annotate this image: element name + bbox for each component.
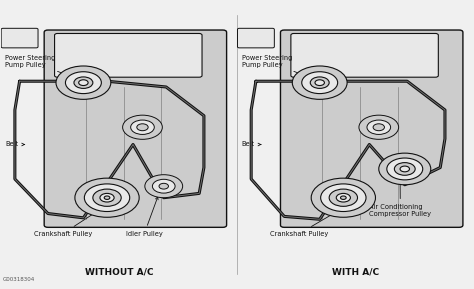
FancyBboxPatch shape	[291, 34, 438, 77]
Circle shape	[336, 193, 350, 202]
Circle shape	[123, 115, 162, 139]
Circle shape	[104, 196, 110, 199]
Circle shape	[311, 178, 375, 217]
Circle shape	[379, 153, 431, 185]
Circle shape	[340, 196, 346, 199]
Circle shape	[84, 184, 130, 212]
Circle shape	[302, 72, 337, 94]
Circle shape	[65, 72, 101, 94]
Text: Belt: Belt	[5, 142, 25, 147]
Circle shape	[367, 120, 391, 134]
FancyBboxPatch shape	[44, 30, 227, 227]
Circle shape	[359, 115, 399, 139]
Circle shape	[153, 179, 175, 193]
Text: Power Steering
Pump Pulley: Power Steering Pump Pulley	[242, 55, 316, 80]
Text: Crankshaft Pulley: Crankshaft Pulley	[270, 210, 340, 237]
Circle shape	[394, 163, 415, 175]
Circle shape	[292, 66, 347, 99]
Circle shape	[145, 175, 182, 198]
FancyBboxPatch shape	[237, 28, 274, 48]
Text: Power Steering
Pump Pulley: Power Steering Pump Pulley	[5, 55, 80, 80]
Circle shape	[310, 77, 329, 88]
Circle shape	[159, 183, 168, 189]
Text: G00318304: G00318304	[3, 277, 35, 282]
Circle shape	[93, 189, 121, 206]
Circle shape	[79, 80, 88, 86]
Circle shape	[131, 120, 155, 134]
Circle shape	[74, 77, 93, 88]
Circle shape	[320, 184, 366, 212]
Text: Idler Pulley: Idler Pulley	[126, 197, 163, 237]
Text: WITH A/C: WITH A/C	[332, 268, 379, 277]
Circle shape	[400, 166, 410, 172]
Circle shape	[100, 193, 114, 202]
FancyBboxPatch shape	[281, 30, 463, 227]
FancyBboxPatch shape	[55, 34, 202, 77]
Circle shape	[56, 66, 111, 99]
Text: Air Conditioning
Compressor Pulley: Air Conditioning Compressor Pulley	[369, 174, 431, 217]
Circle shape	[329, 189, 357, 206]
Text: WITHOUT A/C: WITHOUT A/C	[84, 268, 153, 277]
Circle shape	[373, 124, 384, 131]
Circle shape	[387, 158, 423, 180]
Circle shape	[137, 124, 148, 131]
FancyBboxPatch shape	[1, 28, 38, 48]
Circle shape	[75, 178, 139, 217]
Text: Crankshaft Pulley: Crankshaft Pulley	[34, 207, 104, 237]
Text: Belt: Belt	[242, 142, 261, 147]
Circle shape	[315, 80, 324, 86]
